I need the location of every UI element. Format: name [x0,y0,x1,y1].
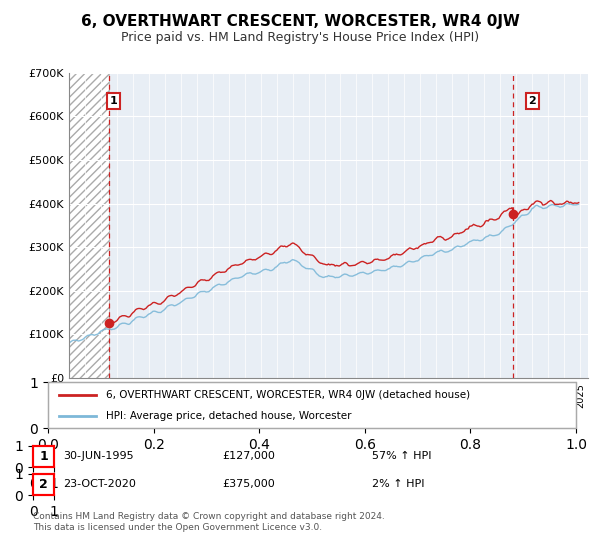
Text: 2% ↑ HPI: 2% ↑ HPI [372,479,425,489]
Text: HPI: Average price, detached house, Worcester: HPI: Average price, detached house, Worc… [106,412,352,422]
Text: Contains HM Land Registry data © Crown copyright and database right 2024.
This d: Contains HM Land Registry data © Crown c… [33,512,385,532]
Text: 1: 1 [110,96,118,106]
Text: 2: 2 [529,96,536,106]
Bar [69,73,109,378]
Text: £127,000: £127,000 [222,451,275,461]
Text: 6, OVERTHWART CRESCENT, WORCESTER, WR4 0JW (detached house): 6, OVERTHWART CRESCENT, WORCESTER, WR4 0… [106,390,470,400]
Text: 2: 2 [39,478,48,491]
Text: Price paid vs. HM Land Registry's House Price Index (HPI): Price paid vs. HM Land Registry's House … [121,31,479,44]
Text: 30-JUN-1995: 30-JUN-1995 [63,451,134,461]
Text: 1: 1 [39,450,48,463]
Text: £375,000: £375,000 [222,479,275,489]
Text: 6, OVERTHWART CRESCENT, WORCESTER, WR4 0JW: 6, OVERTHWART CRESCENT, WORCESTER, WR4 0… [80,14,520,29]
Text: 57% ↑ HPI: 57% ↑ HPI [372,451,431,461]
Text: 23-OCT-2020: 23-OCT-2020 [63,479,136,489]
